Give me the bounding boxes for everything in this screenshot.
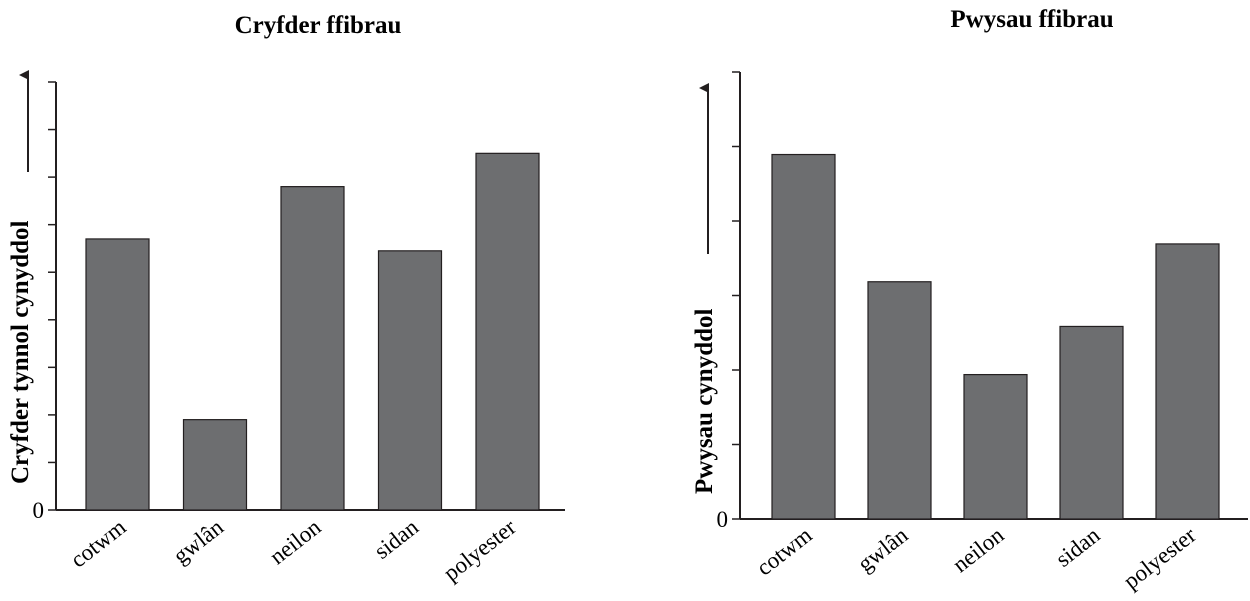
x-tick-label: neilon <box>265 514 326 569</box>
x-tick-label: sidan <box>369 514 423 564</box>
y-tick-label: 0 <box>33 498 45 523</box>
bar-sidan <box>377 250 443 511</box>
bar-sidan <box>1059 325 1124 520</box>
y-tick-label: 0 <box>717 507 729 532</box>
x-tick-label: sidan <box>1051 522 1105 572</box>
bar-gwlân <box>867 281 932 520</box>
x-tick-label: neilon <box>948 522 1009 577</box>
bar-neilon <box>963 373 1028 520</box>
chart-strength: Cryfder ffibrau Cryfder tynnol cynyddol … <box>7 12 565 586</box>
bar-polyester <box>475 152 540 511</box>
x-tick-label: polyester <box>439 514 521 586</box>
bar-polyester <box>1155 243 1220 520</box>
bar-cotwm <box>85 238 150 511</box>
y-axis-label: Cryfder tynnol cynyddol <box>7 220 34 484</box>
x-tick-label: cotwm <box>752 522 817 580</box>
chart-weight: Pwysau ffibrau Pwysau cynyddol 0 cotwm gwl… <box>691 6 1248 594</box>
bar-neilon <box>280 186 345 511</box>
chart-title: Cryfder ffibrau <box>235 12 402 39</box>
x-tick-label: gwlân <box>168 514 228 569</box>
x-tick-label: gwlân <box>853 522 913 577</box>
bar-gwlân <box>182 419 248 511</box>
bar-cotwm <box>771 153 836 520</box>
x-tick-label: polyester <box>1119 522 1201 594</box>
x-tick-label: cotwm <box>66 514 131 572</box>
y-axis-label: Pwysau cynyddol <box>691 308 718 494</box>
chart-title: Pwysau ffibrau <box>950 6 1113 33</box>
